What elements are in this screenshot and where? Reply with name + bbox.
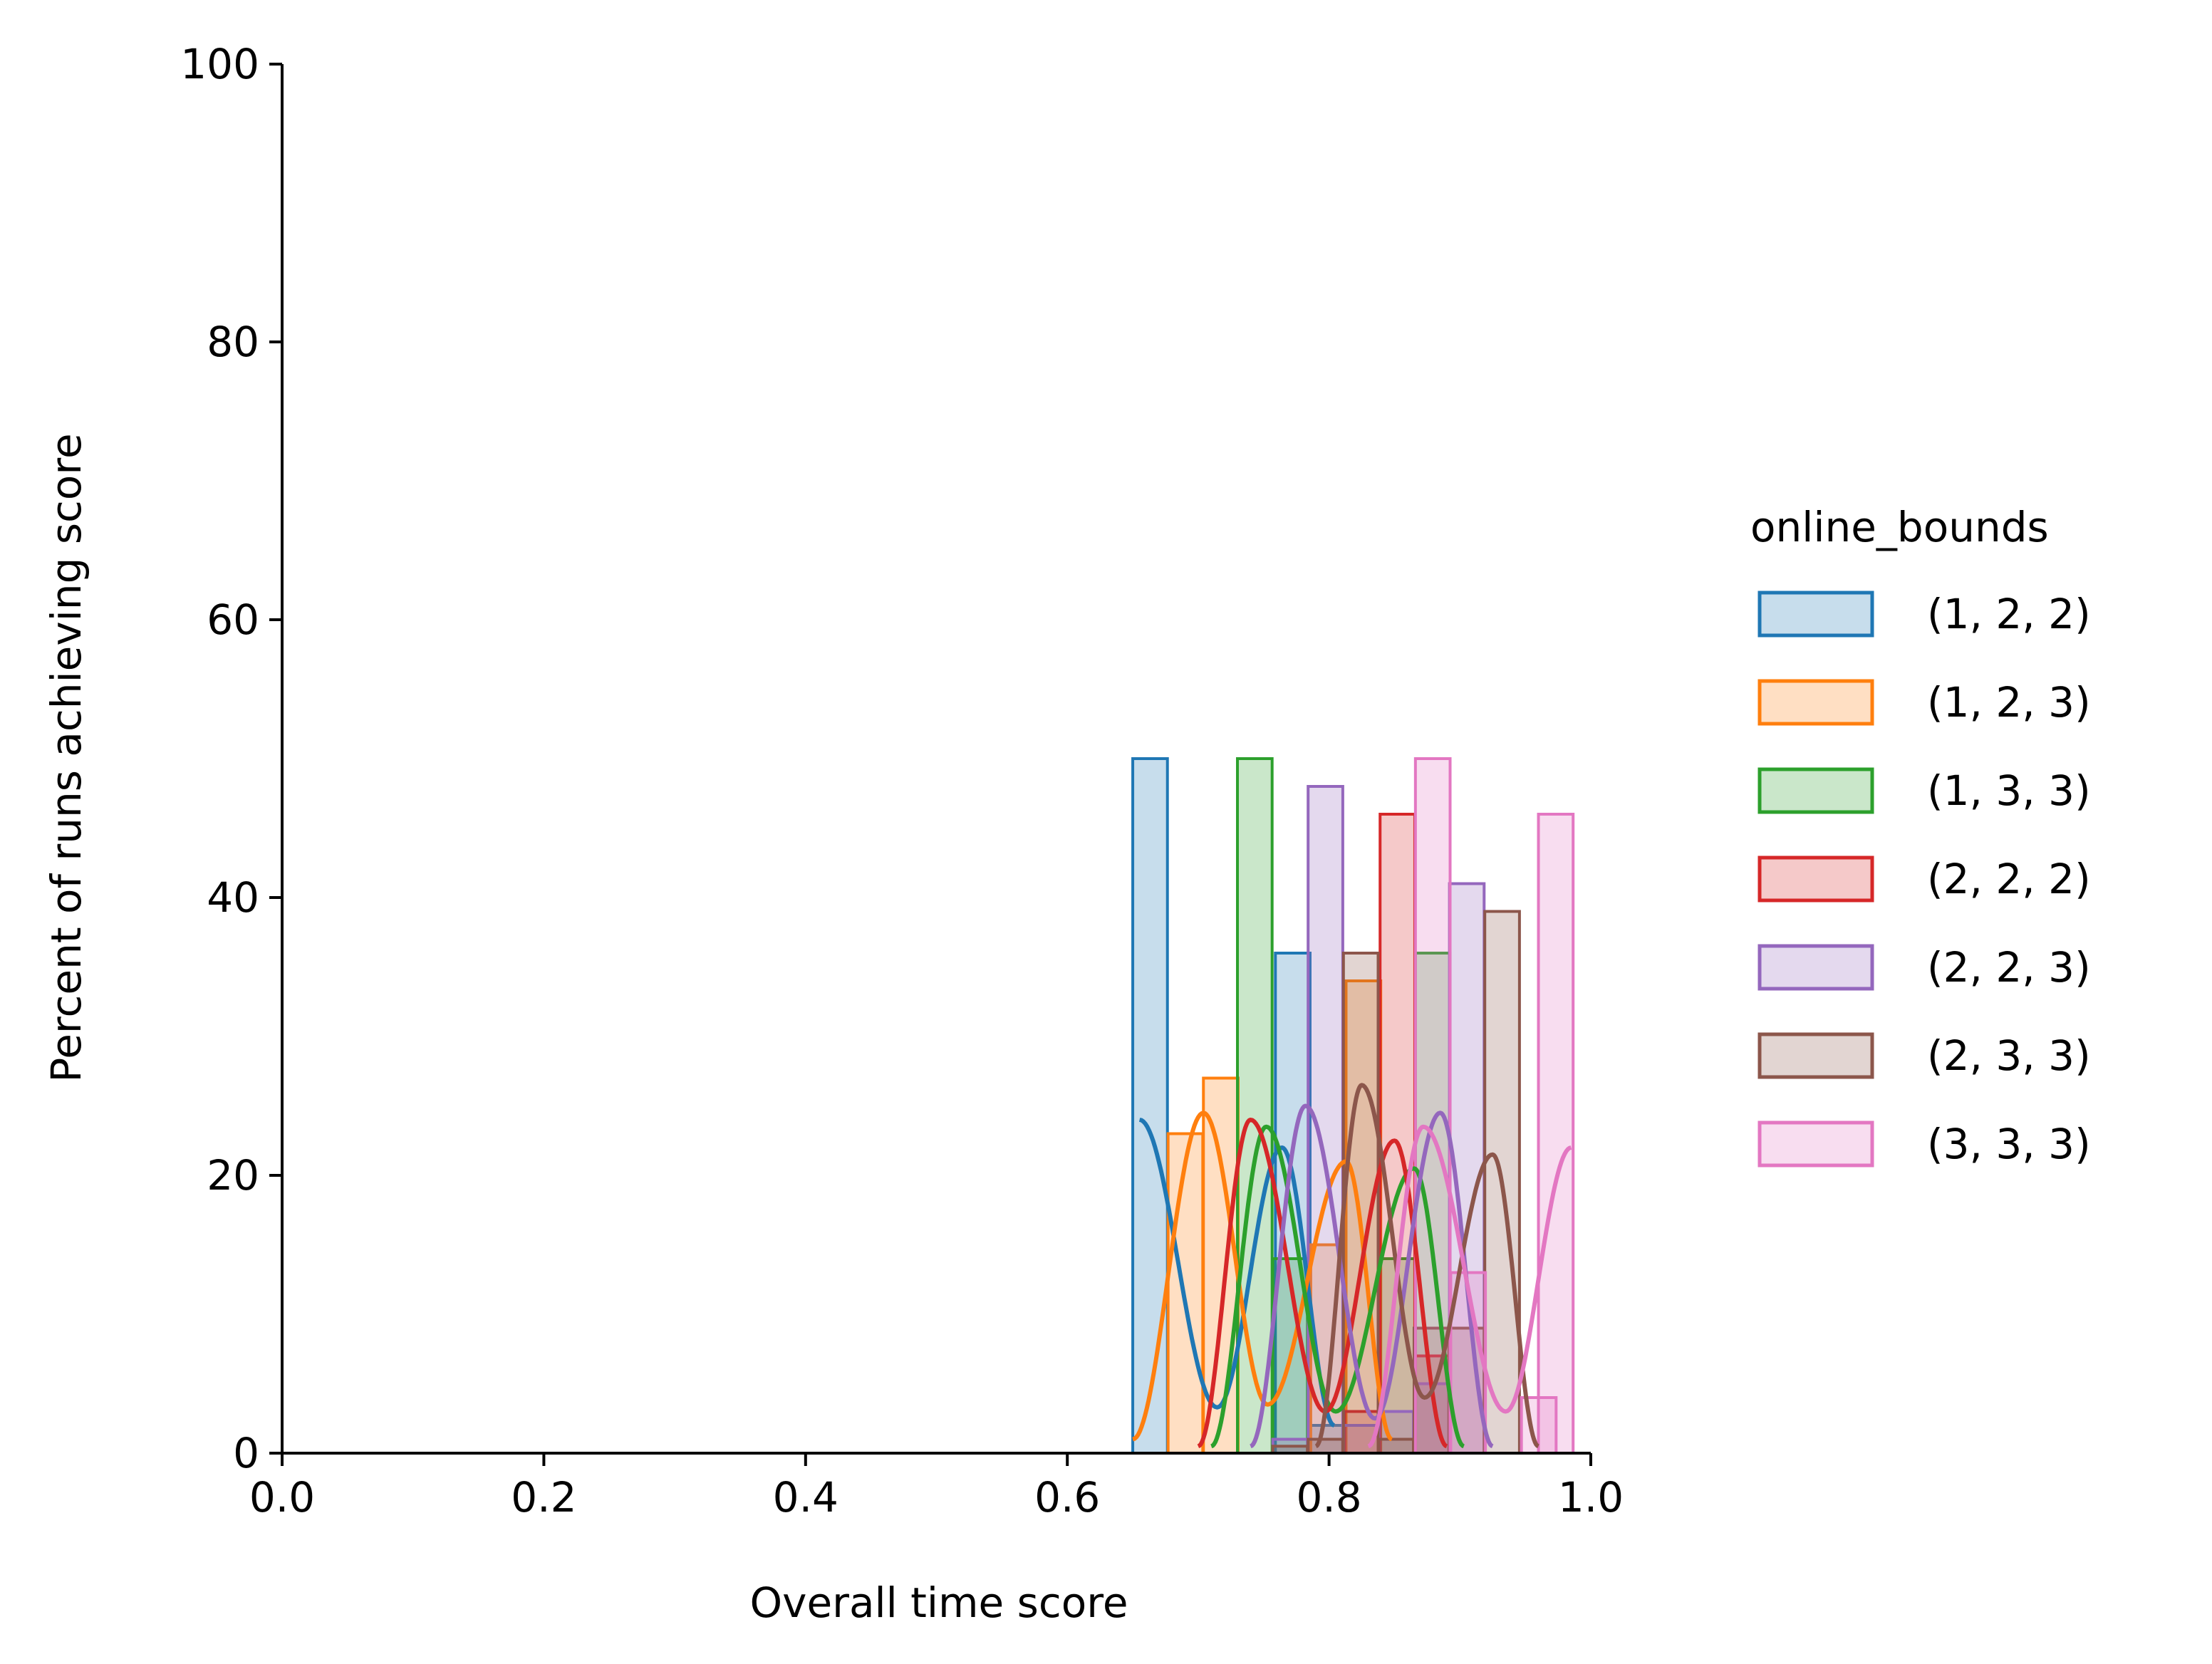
legend-swatch [1757, 944, 1874, 991]
x-tick-label: 0.8 [1296, 1473, 1361, 1522]
legend-label: (1, 2, 3) [1927, 678, 2091, 727]
plot-area [1131, 757, 1575, 1455]
kde-line [1210, 1124, 1465, 1449]
x-tick-label: 0.2 [511, 1473, 576, 1522]
legend-label: (2, 3, 3) [1927, 1031, 2091, 1080]
y-tick-label: 100 [180, 40, 259, 88]
legend-label: (3, 3, 3) [1927, 1120, 2091, 1168]
kde-line [1367, 1124, 1572, 1449]
legend-swatch [1757, 1032, 1874, 1079]
x-tick-label: 0.4 [773, 1473, 838, 1522]
kde-line [1314, 1083, 1539, 1449]
x-axis-title: Overall time score [749, 1579, 1128, 1627]
y-axis-title: Percent of runs achieving score [42, 433, 90, 1082]
kde-line [1250, 1103, 1494, 1449]
x-tick-label: 0.0 [249, 1473, 315, 1522]
legend-swatch [1757, 1120, 1874, 1168]
axes: 0.0 0.2 0.4 0.6 0.8 1.0 0 20 40 60 80 100 [180, 40, 1624, 1522]
histogram-bar [1131, 757, 1169, 1455]
legend-swatch [1757, 767, 1874, 814]
y-tick-label: 0 [233, 1429, 259, 1477]
legend-swatch [1757, 591, 1874, 638]
legend-title: online_bounds [1750, 503, 2049, 551]
histogram-bar [1537, 813, 1575, 1455]
legend-swatch [1757, 679, 1874, 726]
legend-label: (1, 2, 2) [1927, 590, 2091, 638]
y-tick-label: 40 [207, 873, 259, 922]
x-tick-label: 0.6 [1034, 1473, 1100, 1522]
legend-label: (2, 2, 3) [1927, 943, 2091, 992]
x-tick-label: 1.0 [1558, 1473, 1624, 1522]
histogram-bar [1377, 1437, 1416, 1455]
y-tick-label: 80 [207, 318, 259, 366]
legend-label: (1, 3, 3) [1927, 766, 2091, 815]
histogram-bar [1307, 1437, 1344, 1455]
kde-line [1132, 1111, 1393, 1442]
y-tick-label: 20 [207, 1151, 259, 1200]
legend-swatch [1757, 856, 1874, 903]
legend: online_bounds (1, 2, 2) (1, 2, 3) (1, 3, 3… [1750, 503, 2091, 1168]
histogram-bar [1344, 979, 1383, 1455]
y-tick-label: 60 [207, 596, 259, 644]
histogram-bar [1236, 757, 1274, 1455]
legend-label: (2, 2, 2) [1927, 855, 2091, 903]
